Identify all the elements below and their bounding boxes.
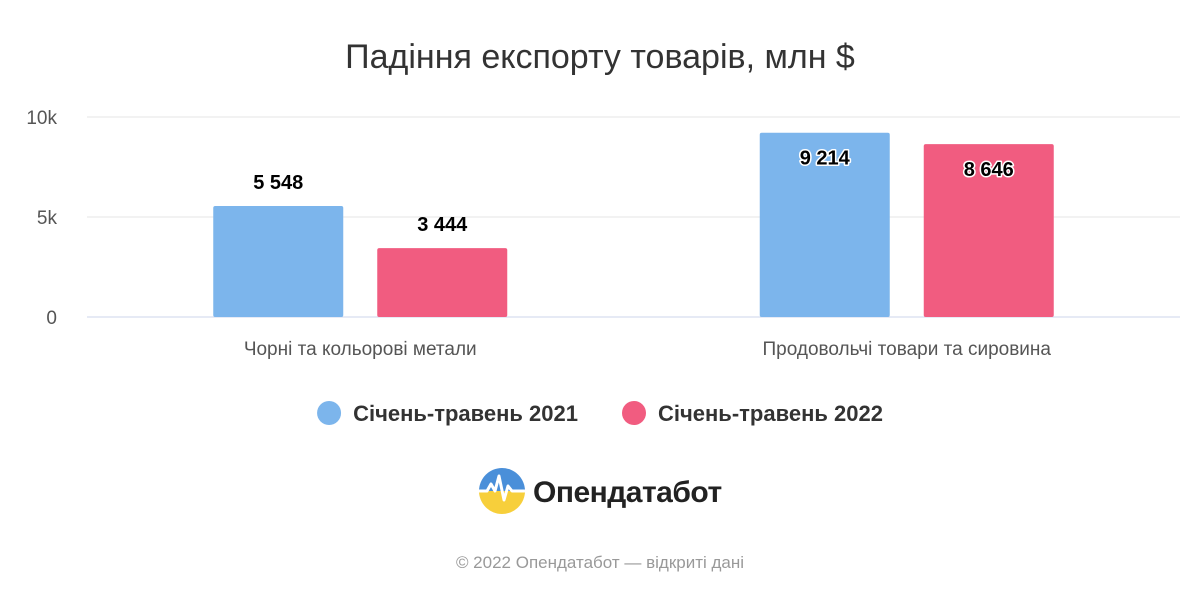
data-label: 8 646 bbox=[964, 159, 1014, 181]
y-tick-label: 0 bbox=[46, 308, 57, 329]
data-label: 3 444 bbox=[417, 214, 468, 236]
y-axis-ticks: 0 5k 10k bbox=[26, 108, 57, 329]
legend-item[interactable]: Січень-травень 2022 bbox=[622, 401, 883, 426]
opendatabot-logo-icon bbox=[479, 468, 525, 514]
credits: © 2022 Опендатабот — відкриті дані bbox=[455, 553, 745, 572]
bar bbox=[759, 132, 890, 317]
legend-marker bbox=[622, 401, 646, 425]
legend-item[interactable]: Січень-травень 2021 bbox=[317, 401, 578, 426]
legend-label: Січень-травень 2022 bbox=[658, 401, 883, 426]
x-tick-label: Чорні та кольорові метали bbox=[244, 339, 477, 360]
brand-logo: Опендатабот bbox=[479, 468, 722, 514]
bars bbox=[213, 132, 1054, 317]
data-labels: 5 548 3 444 9 214 8 646 bbox=[253, 146, 1015, 236]
brand-name: Опендатабот bbox=[533, 476, 722, 509]
legend-marker bbox=[317, 401, 342, 425]
x-axis-ticks: Чорні та кольорові метали Продовольчі тов… bbox=[244, 339, 1052, 360]
y-tick-label: 5k bbox=[37, 208, 58, 229]
bar bbox=[213, 206, 344, 317]
data-label: 5 548 bbox=[253, 172, 303, 194]
data-label: 9 214 bbox=[800, 148, 851, 170]
y-tick-label: 10k bbox=[26, 108, 57, 129]
legend-label: Січень-травень 2021 bbox=[353, 401, 578, 426]
x-tick-label: Продовольчі товари та сировина bbox=[763, 339, 1052, 360]
bar bbox=[377, 248, 508, 317]
chart-title: Падіння експорту товарів, млн $ bbox=[345, 38, 855, 76]
bar bbox=[923, 144, 1054, 317]
legend: Січень-травень 2021 Січень-травень 2022 bbox=[317, 401, 883, 426]
